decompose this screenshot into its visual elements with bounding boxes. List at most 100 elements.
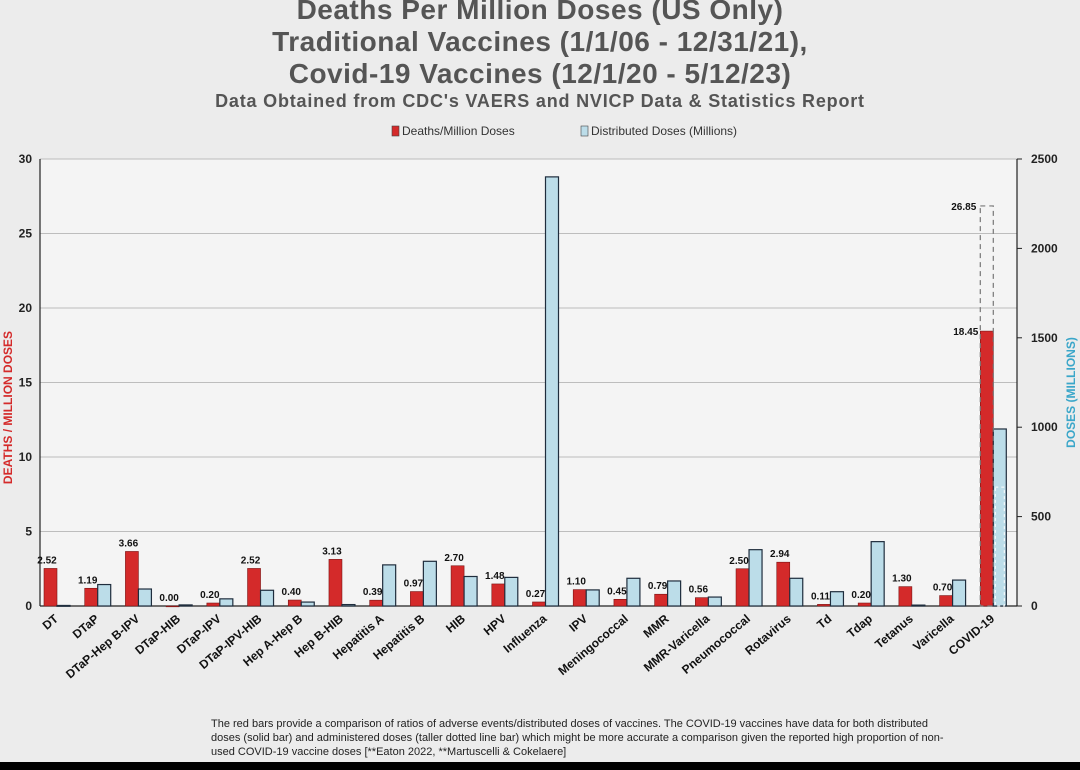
footnote: The red bars provide a comparison of rat… <box>211 718 944 758</box>
deaths-value-label: 1.10 <box>566 577 586 588</box>
left-tick-label: 30 <box>19 152 33 166</box>
category-label: Meningococcal <box>555 612 630 678</box>
right-tick-label: 1500 <box>1031 331 1058 345</box>
deaths-value-label: 2.52 <box>241 555 261 566</box>
deaths-bar <box>287 599 302 607</box>
deaths-bar <box>328 559 343 607</box>
deaths-value-label: 0.97 <box>404 579 424 590</box>
doses-bar <box>748 549 763 607</box>
deaths-value-label: 0.20 <box>851 590 871 601</box>
doses-bar <box>422 560 437 607</box>
doses-bar <box>137 588 153 607</box>
doses-bar <box>463 575 478 607</box>
deaths-value-label: 3.13 <box>322 546 342 557</box>
doses-bar <box>829 591 845 607</box>
doses-bar <box>56 604 71 607</box>
doses-bar <box>667 580 682 607</box>
category-label: DT <box>40 611 62 632</box>
doses-bar <box>382 564 397 607</box>
doses-bar <box>341 603 356 607</box>
right-tick-label: 500 <box>1031 510 1051 524</box>
legend-doses-swatch <box>580 125 589 137</box>
deaths-bar <box>125 551 139 607</box>
deaths-bar <box>84 587 99 607</box>
deaths-value-label: 2.52 <box>37 555 57 566</box>
deaths-bar <box>735 568 750 607</box>
deaths-value-label: 2.50 <box>729 556 749 567</box>
deaths-value-label: 0.56 <box>689 585 709 596</box>
left-tick-label: 25 <box>19 227 33 241</box>
deaths-value-label: 3.66 <box>119 538 139 549</box>
category-label: HIB <box>443 611 468 635</box>
doses-bar <box>544 176 560 607</box>
deaths-bar <box>450 565 465 607</box>
deaths-bar <box>898 586 913 607</box>
deaths-value-label: 2.70 <box>444 553 464 564</box>
chart-title-line-1: Deaths Per Million Doses (US Only) <box>296 0 784 25</box>
deaths-bar <box>43 568 58 607</box>
legend-deaths-swatch <box>391 125 400 137</box>
category-label: Rotavirus <box>742 611 794 658</box>
category-label: DTaP-Hep B-IPV <box>63 612 142 682</box>
deaths-value-label: 0.40 <box>282 587 302 598</box>
category-label: Tetanus <box>872 611 916 651</box>
deaths-bar <box>165 605 180 608</box>
left-tick-label: 20 <box>19 301 33 315</box>
doses-bar <box>97 583 112 607</box>
category-label: Tdap <box>844 612 875 641</box>
deaths-bar <box>491 583 506 607</box>
doses-bar <box>504 576 519 607</box>
deaths-bar <box>369 599 383 607</box>
doses-bar <box>870 541 885 607</box>
deaths-bar <box>857 602 872 607</box>
deaths-value-label: 0.70 <box>933 583 953 594</box>
category-label: DTaP <box>70 612 102 642</box>
bar-chart: 0 5 10 15 20 25 30 0 500 1000 1500 2000 2500 DEATHS /… <box>1 124 1078 682</box>
deaths-bar <box>654 593 668 607</box>
right-tick-label: 0 <box>1031 599 1038 613</box>
category-label: COVID-19 <box>946 611 998 658</box>
deaths-value-label: 1.19 <box>78 575 98 586</box>
doses-bar <box>300 601 315 607</box>
deaths-bar <box>939 595 953 607</box>
category-label: MMR <box>641 611 672 640</box>
deaths-bar <box>776 561 791 607</box>
deaths-value-label: 0.39 <box>363 587 383 598</box>
title-block: Deaths Per Million Doses (US Only) Tradi… <box>0 0 1080 112</box>
left-tick-label: 10 <box>19 450 33 464</box>
doses-bar <box>626 577 641 607</box>
bottom-edge-bar <box>0 762 1080 770</box>
deaths-bar <box>613 598 628 607</box>
right-axis-title: DOSES (MILLIONS) <box>1064 337 1078 448</box>
deaths-bar <box>410 591 424 607</box>
deaths-value-label: 0.20 <box>200 590 220 601</box>
chart-subtitle: Data Obtained from CDC's VAERS and NVICP… <box>215 91 865 111</box>
left-tick-label: 15 <box>19 376 33 390</box>
deaths-value-label: 1.48 <box>485 571 505 582</box>
deaths-value-label: 0.79 <box>648 581 668 592</box>
doses-bar <box>707 596 722 607</box>
doses-bar <box>911 604 926 607</box>
category-label: Td <box>814 612 834 632</box>
deaths-bar <box>572 589 587 607</box>
chart-title-line-2: Traditional Vaccines (1/1/06 - 12/31/21)… <box>272 26 808 57</box>
covid-administered-value-label: 26.85 <box>951 202 976 213</box>
chart-title-line-3: Covid-19 Vaccines (12/1/20 - 5/12/23) <box>288 58 792 89</box>
right-tick-label: 2500 <box>1031 152 1058 166</box>
deaths-value-label: 0.27 <box>526 589 546 600</box>
legend-deaths-label: Deaths/Million Doses <box>402 124 515 138</box>
category-label: Influenza <box>501 611 550 655</box>
category-label: IPV <box>566 612 590 635</box>
deaths-value-label: 1.30 <box>892 574 912 585</box>
doses-bar <box>259 589 275 607</box>
deaths-bar <box>532 601 546 607</box>
category-label: HPV <box>481 612 509 639</box>
category-label: DTaP-HIB <box>132 611 183 657</box>
right-tick-label: 1000 <box>1031 420 1058 434</box>
deaths-bar <box>695 597 709 607</box>
legend-doses-label: Distributed Doses (Millions) <box>591 124 737 138</box>
deaths-value-label: 0.00 <box>159 593 179 604</box>
doses-bar <box>178 604 193 607</box>
left-tick-label: 0 <box>25 599 32 613</box>
covid-administered-doses-bar <box>994 486 1005 607</box>
